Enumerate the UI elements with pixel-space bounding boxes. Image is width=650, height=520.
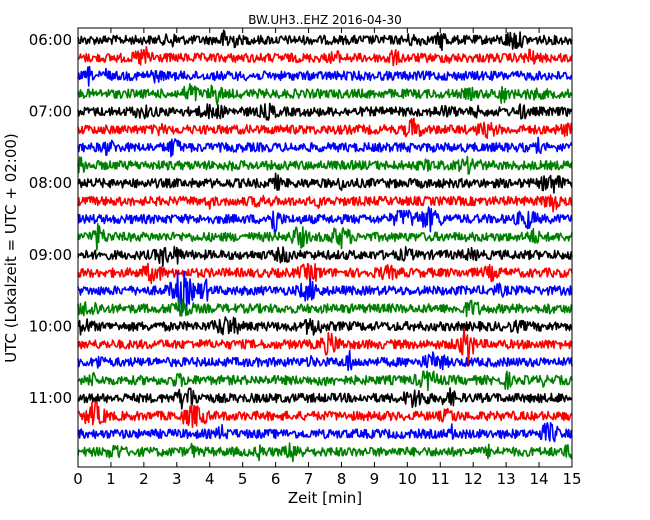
trace-line xyxy=(77,136,573,158)
y-tick-label: 09:00 xyxy=(29,246,72,264)
trace-line xyxy=(77,206,573,236)
trace-line xyxy=(77,328,573,367)
y-tick-label: 10:00 xyxy=(29,317,72,335)
trace-line xyxy=(77,442,573,463)
trace-line xyxy=(77,194,573,213)
x-tick-label: 13 xyxy=(497,470,516,488)
x-tick-label: 8 xyxy=(337,470,347,488)
y-tick-label: 11:00 xyxy=(29,389,72,407)
y-tick-label: 06:00 xyxy=(29,31,72,49)
trace-line xyxy=(77,102,573,121)
seismic-traces xyxy=(77,29,573,463)
trace-line xyxy=(77,172,573,194)
x-tick-label: 5 xyxy=(238,470,248,488)
trace-line xyxy=(77,46,573,67)
trace-line xyxy=(77,83,573,106)
x-tick-label: 2 xyxy=(139,470,149,488)
x-tick-label: 11 xyxy=(431,470,450,488)
y-axis-label: UTC (Lokalzeit = UTC + 02:00) xyxy=(2,133,20,363)
trace-line xyxy=(77,401,573,428)
x-tick-label: 1 xyxy=(106,470,116,488)
trace-line xyxy=(77,316,573,336)
y-axis-ticks: 06:00 07:00 08:00 09:00 10:00 11:00 xyxy=(29,31,572,407)
x-tick-label: 12 xyxy=(464,470,483,488)
plot-frame xyxy=(77,27,573,468)
y-tick-label: 08:00 xyxy=(29,174,72,192)
trace-line xyxy=(77,387,573,410)
trace-line xyxy=(77,155,573,175)
trace-line xyxy=(77,349,573,372)
x-tick-label: 14 xyxy=(530,470,549,488)
chart-title: BW.UH3..EHZ 2016-04-30 xyxy=(248,13,402,27)
y-tick-label: 07:00 xyxy=(29,103,72,121)
trace-line xyxy=(77,223,573,251)
trace-line xyxy=(77,29,573,52)
x-tick-label: 4 xyxy=(205,470,215,488)
x-tick-label: 15 xyxy=(562,470,581,488)
x-tick-label: 10 xyxy=(398,470,417,488)
x-tick-label: 3 xyxy=(172,470,182,488)
x-tick-label: 9 xyxy=(370,470,380,488)
trace-line xyxy=(77,262,573,285)
trace-line xyxy=(77,245,573,267)
trace-line xyxy=(77,370,573,392)
x-tick-label: 0 xyxy=(73,470,83,488)
trace-line xyxy=(77,117,573,139)
trace-line xyxy=(77,65,573,87)
x-tick-label: 6 xyxy=(271,470,281,488)
trace-line xyxy=(77,270,573,313)
trace-line xyxy=(77,298,573,318)
x-tick-label: 7 xyxy=(304,470,314,488)
x-axis-ticks: 0 1 2 3 4 5 6 7 8 9 10 11 12 13 14 15 xyxy=(73,28,582,488)
trace-line xyxy=(77,421,573,443)
x-axis-label: Zeit [min] xyxy=(288,489,362,507)
